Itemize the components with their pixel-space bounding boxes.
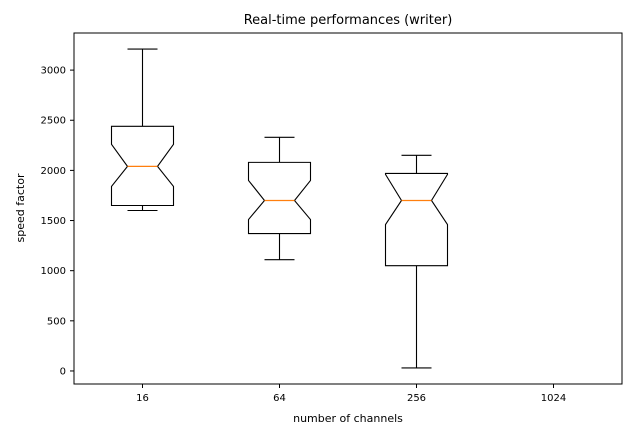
y-tick-label: 2000 (41, 166, 66, 177)
boxes-group (110, 48, 449, 369)
box-16 (110, 48, 175, 212)
x-axis: 16 64 256 1024 (136, 384, 566, 404)
box-256 (384, 154, 449, 369)
x-tick-label: 256 (407, 393, 426, 404)
notched-box (247, 161, 312, 235)
x-tick-label: 16 (136, 393, 149, 404)
x-tick-label: 1024 (541, 393, 566, 404)
y-tick-label: 2500 (41, 116, 66, 127)
y-axis-label: speed factor (14, 173, 27, 242)
y-tick-label: 3000 (41, 66, 66, 77)
box-64 (247, 136, 312, 261)
y-tick-label: 500 (47, 316, 66, 327)
notched-box (384, 172, 449, 267)
plot-area-frame (73, 32, 623, 385)
chart-title: Real-time performances (writer) (244, 13, 453, 28)
y-tick-label: 1000 (41, 266, 66, 277)
y-axis: 0 500 1000 1500 2000 2500 3000 (41, 66, 74, 377)
y-tick-label: 0 (60, 366, 66, 377)
x-tick-label: 64 (273, 393, 286, 404)
y-tick-label: 1500 (41, 216, 66, 227)
notched-box (110, 125, 175, 207)
x-axis-label: number of channels (293, 412, 403, 425)
